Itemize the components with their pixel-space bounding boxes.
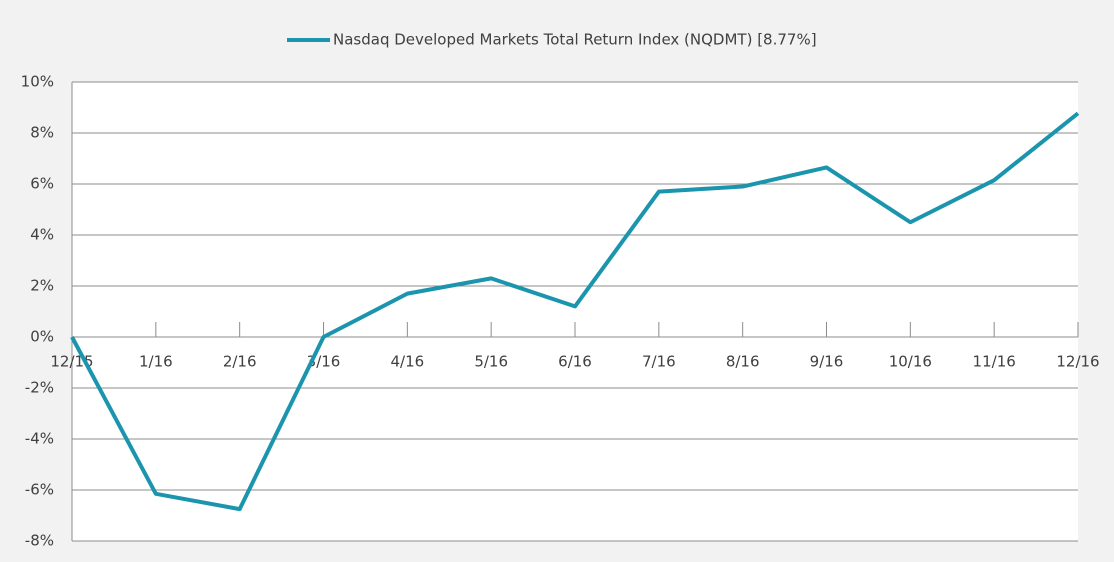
x-tick-label: 9/16: [810, 353, 844, 371]
y-tick-label: 2%: [30, 277, 54, 295]
x-tick-label: 11/16: [973, 353, 1016, 371]
y-tick-label: 6%: [30, 175, 54, 193]
x-tick-label: 5/16: [474, 353, 508, 371]
y-tick-label: 4%: [30, 226, 54, 244]
x-tick-label: 2/16: [223, 353, 257, 371]
x-tick-label: 4/16: [390, 353, 424, 371]
x-tick-label: 7/16: [642, 353, 676, 371]
x-tick-label: 12/16: [1056, 353, 1099, 371]
y-tick-label: -4%: [25, 430, 54, 448]
legend-label: Nasdaq Developed Markets Total Return In…: [333, 31, 817, 49]
data-line: [70, 111, 1080, 512]
plot-area: [72, 82, 1078, 541]
x-tick-label: 10/16: [889, 353, 932, 371]
x-tick-label: 6/16: [558, 353, 592, 371]
y-tick-label: 8%: [30, 124, 54, 142]
y-tick-label: -8%: [25, 532, 54, 550]
y-tick-label: 0%: [30, 328, 54, 346]
y-tick-label: -2%: [25, 379, 54, 397]
x-tick-label: 8/16: [726, 353, 760, 371]
x-tick-label: 1/16: [139, 353, 173, 371]
y-tick-label: -6%: [25, 481, 54, 499]
y-tick-label: 10%: [21, 73, 54, 91]
